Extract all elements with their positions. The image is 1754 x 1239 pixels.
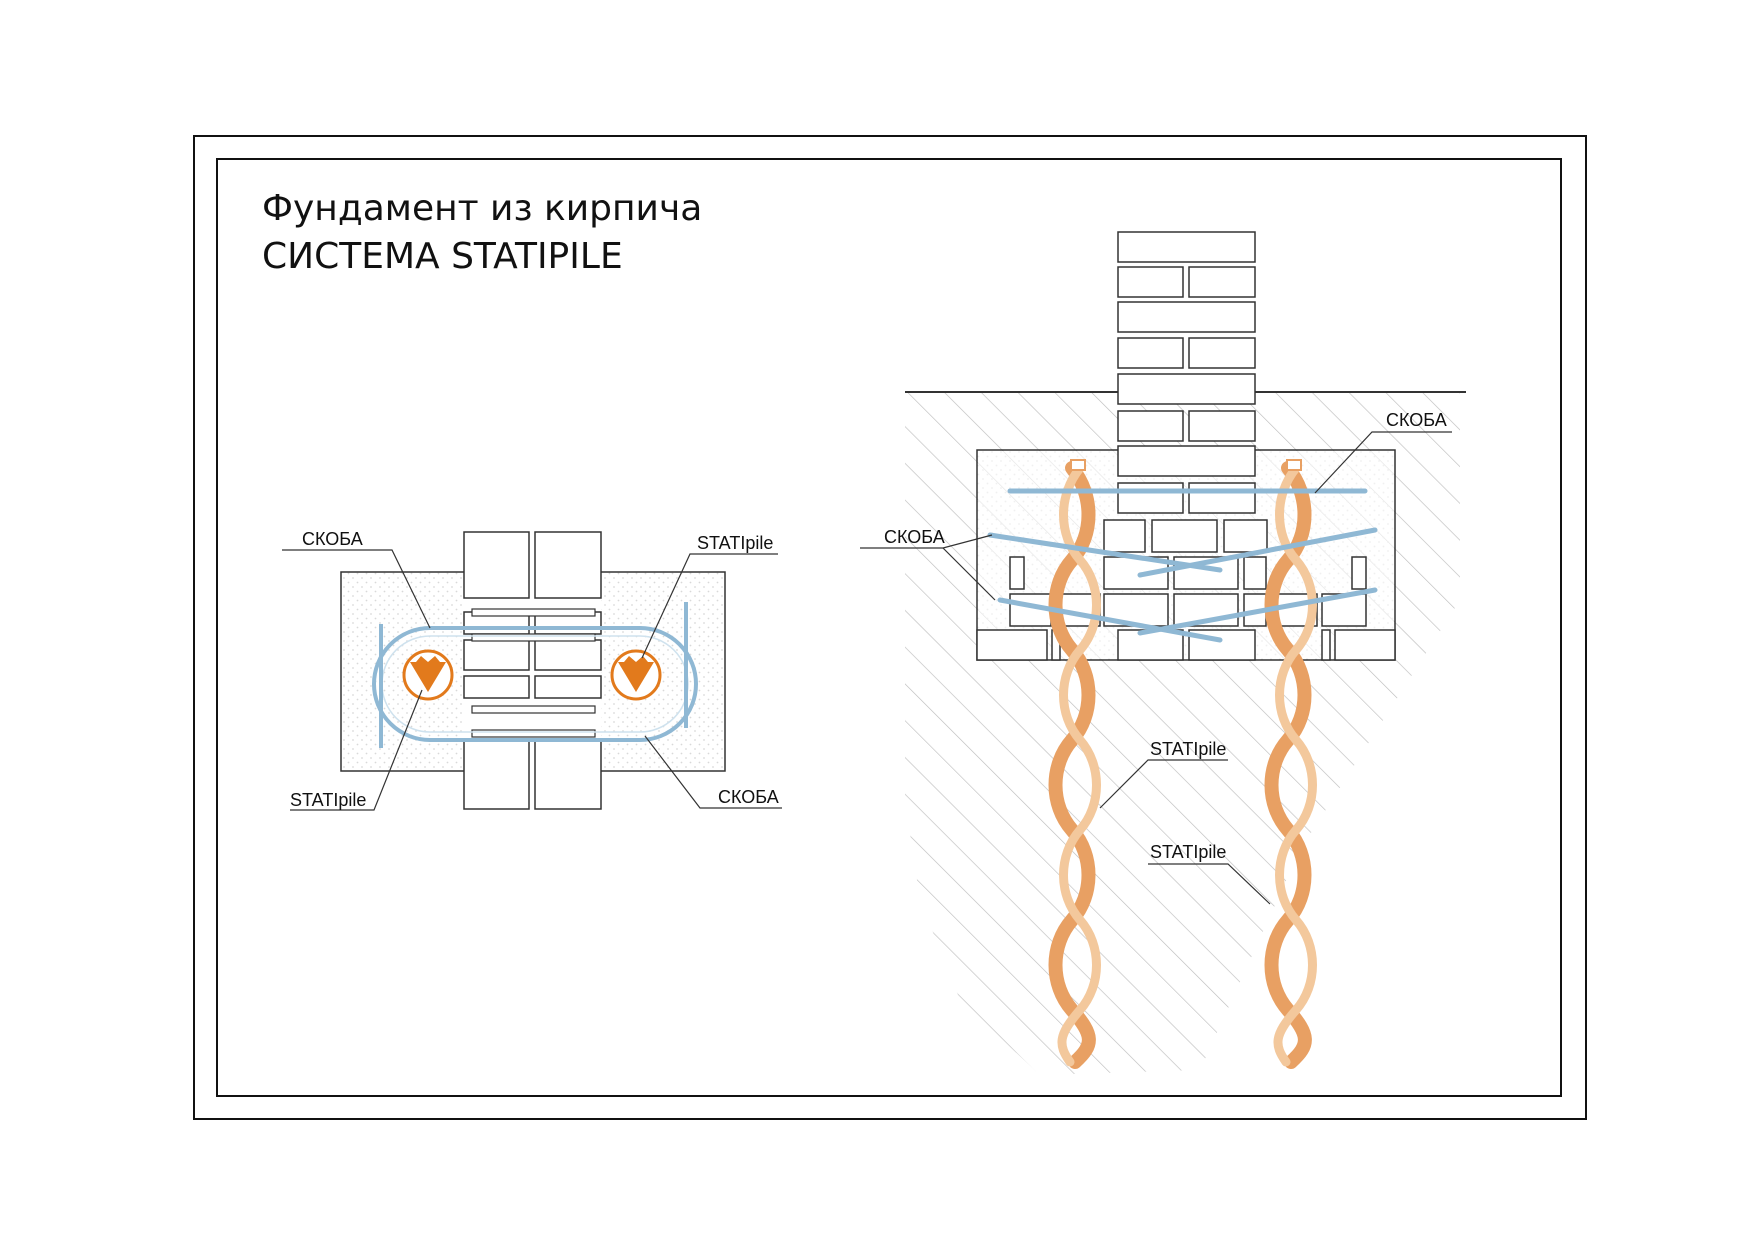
plan-joint-bar xyxy=(471,633,596,642)
label-statipile-lower: STATIpile xyxy=(1150,842,1226,862)
plan-joint-bar xyxy=(471,729,596,738)
plan-brick xyxy=(463,639,530,671)
brick-column xyxy=(1117,231,1256,514)
footing-bricks xyxy=(976,519,1396,661)
drawing-title: Фундамент из кирпича xyxy=(262,188,703,229)
plan-brick xyxy=(534,675,602,699)
label-skoba-bottom: СКОБА xyxy=(718,787,779,807)
label-skoba-right: СКОБА xyxy=(1386,410,1447,430)
plan-brick xyxy=(463,531,530,599)
pile-marker-right xyxy=(610,649,662,701)
label-skoba-top: СКОБА xyxy=(302,529,363,549)
label-statipile-upper: STATIpile xyxy=(1150,739,1226,759)
leader-statipile-upper xyxy=(1099,759,1228,809)
footing-block-fill xyxy=(978,451,1394,659)
plan-brick xyxy=(534,639,602,671)
leader-statipile-lower xyxy=(1148,863,1271,905)
pile-marker-left xyxy=(402,649,454,701)
drawing-subtitle: СИСТЕМА STATIPILE xyxy=(262,236,623,277)
helical-pile-right xyxy=(1264,459,1317,1069)
plan-bracket-loop-inner xyxy=(381,635,689,733)
section-view: СКОБА СКОБА STATIpile STATIpile xyxy=(860,231,1466,1075)
label-statipile-top: STATIpile xyxy=(697,533,773,553)
leader-skoba-bottom xyxy=(644,735,782,809)
plan-brick xyxy=(463,675,530,699)
plan-brick xyxy=(463,739,530,810)
plan-view: СКОБА STATIpile STATIpile СКОБА xyxy=(282,529,782,811)
label-statipile-bottom: STATIpile xyxy=(290,790,366,810)
inner-frame xyxy=(216,158,1562,1097)
leader-skoba-right xyxy=(1314,431,1452,494)
leader-statipile-top xyxy=(641,553,778,659)
label-skoba-left: СКОБА xyxy=(884,527,945,547)
brackets xyxy=(987,488,1378,643)
leader-skoba-top xyxy=(282,549,431,629)
plan-brick xyxy=(534,739,602,810)
leader-statipile-bottom xyxy=(290,689,423,811)
leader-skoba-left-2 xyxy=(942,547,996,601)
plan-joint-bar xyxy=(471,608,596,617)
plan-brick xyxy=(534,531,602,599)
outer-frame xyxy=(193,135,1587,1120)
helical-pile-left xyxy=(1048,459,1101,1069)
plan-joint-bar xyxy=(471,705,596,714)
